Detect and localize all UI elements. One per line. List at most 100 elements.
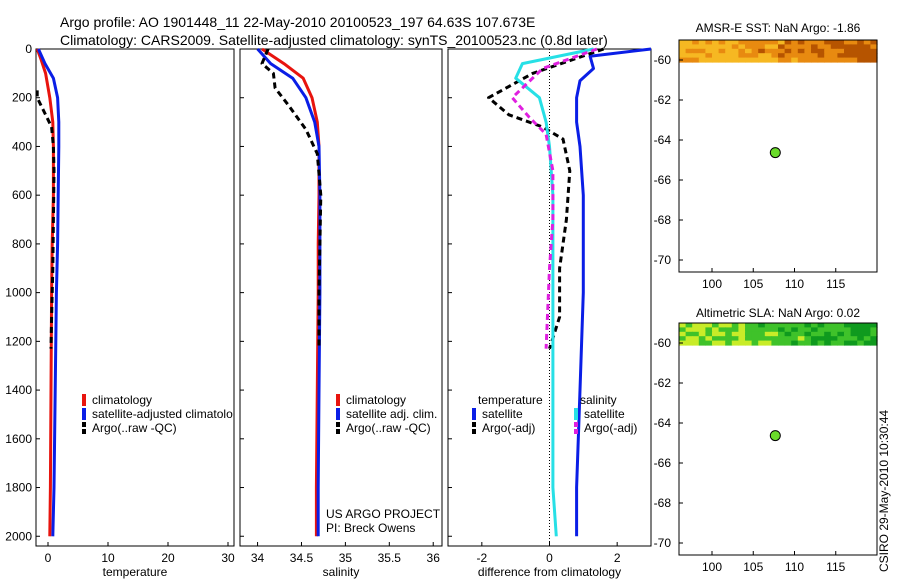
sst_map-cell (725, 44, 733, 50)
sla_map-cell (692, 331, 700, 337)
sla_map-cell (758, 323, 766, 328)
sst_map-cell (863, 44, 871, 50)
sla_map-cell (844, 323, 852, 328)
sla_map-cell (745, 327, 753, 333)
salinity-x-tick-label: 35.5 (378, 551, 402, 565)
sla_map-cell (685, 327, 693, 333)
sst_map-cell (731, 57, 739, 63)
sst_map-cell (771, 57, 779, 63)
sst_map-cell (784, 48, 792, 54)
sst_map-cell (870, 40, 878, 45)
depth-tick-label: 1600 (5, 432, 32, 446)
sla_map-cell (771, 331, 779, 337)
sst_map-cell (758, 40, 766, 45)
sla_map-cell (830, 336, 838, 342)
sla_map-cell (844, 327, 852, 333)
difference-legend-temperature-label: Argo(-adj) (482, 421, 535, 435)
sst_map-cell (817, 48, 825, 54)
sla_map-cell (712, 327, 720, 333)
sst_map-cell (797, 48, 805, 54)
sla_map-cell (764, 331, 772, 337)
sla_map-cell (712, 331, 720, 337)
sla_map-cell (758, 331, 766, 337)
sla_map-cell (784, 331, 792, 337)
sst_map-y-tick-label: -66 (654, 173, 672, 187)
sla_map-cell (784, 323, 792, 328)
sla_map-cell (778, 331, 786, 337)
sst_map-cell (705, 53, 713, 59)
sla_map-cell (685, 331, 693, 337)
sla_map-cell (764, 336, 772, 342)
sla_map-cell (738, 336, 746, 342)
sst_map-cell (751, 40, 759, 45)
temperature-plot-frame (35, 48, 235, 547)
sla_map-cell (745, 323, 753, 328)
salinity-x-tick-label: 36 (427, 551, 441, 565)
depth-tick-label: 1200 (5, 334, 32, 348)
salinity-plot-frame (239, 48, 443, 547)
temperature-legend-label: Argo(..raw -QC) (92, 421, 177, 435)
sst_map-cell (745, 53, 753, 59)
sst_map-cell (705, 40, 713, 45)
sst_map-cell (778, 48, 786, 54)
sst_map-cell (731, 40, 739, 45)
sla_map-cell (679, 323, 687, 328)
salinity-x-axis-label: salinity (323, 565, 360, 579)
sla_map-cell (738, 327, 746, 333)
sla_map-cell (824, 336, 832, 342)
sla_map-cell (758, 336, 766, 342)
sla_map-cell (679, 331, 687, 337)
sst_map-cell (791, 40, 799, 45)
sla_map-cell (857, 336, 865, 342)
sst_map-cell (731, 48, 739, 54)
sst_map-x-tick-label: 110 (785, 277, 804, 291)
sst_map-cell (705, 57, 713, 63)
sla_map-cell (870, 323, 878, 328)
sst_map-cell (824, 40, 832, 45)
sla_map-cell (738, 340, 746, 346)
sst_map-cell (751, 57, 759, 63)
plots-layer: 0 10 20 30020040060080010001200140016001800… (5, 21, 878, 579)
sst_map-cell (817, 57, 825, 63)
salinity-x-tick-label: 34 (251, 551, 265, 565)
sla_map-cell (725, 327, 733, 333)
temperature-series-satellite (37, 48, 61, 537)
sst_map-cell (811, 53, 819, 59)
sla_map-cell (824, 323, 832, 328)
difference-series-argo-salinity (510, 47, 598, 349)
sst_map-cell (725, 57, 733, 63)
sst_map-cell (837, 57, 845, 63)
sst_map-cell (725, 53, 733, 59)
project-label: US ARGO PROJECT (326, 507, 441, 521)
sst_map-cell (698, 53, 706, 59)
sst_map-cell (844, 48, 852, 54)
sst_map-cell (797, 40, 805, 45)
sst_map-argo-marker (769, 147, 781, 159)
sla_map-cell (870, 327, 878, 333)
sst_map-cell (804, 53, 812, 59)
sla_map-cell (698, 336, 706, 342)
sst_map-cell (837, 53, 845, 59)
sla_map-cell (804, 336, 812, 342)
sst_map-cell (712, 44, 720, 50)
salinity-legend-label: Argo(..raw -QC) (346, 421, 431, 435)
sst_map-cell (850, 57, 858, 63)
sst_map-cell (705, 44, 713, 50)
sst_map-cell (837, 48, 845, 54)
depth-tick-label: 1800 (5, 481, 32, 495)
sst_map-cell (698, 48, 706, 54)
sla_map-y-tick-label: -64 (654, 416, 672, 430)
sst_map-cell (791, 53, 799, 59)
sla_map-cell (837, 331, 845, 337)
sla_map-cell (725, 331, 733, 337)
depth-tick-label: 200 (12, 91, 32, 105)
sla_map-cell (692, 336, 700, 342)
sst_map-cell (712, 40, 720, 45)
sst_map-cell (863, 57, 871, 63)
sst_map-cell (791, 57, 799, 63)
sst_map-cell (698, 40, 706, 45)
sst_map-cell (830, 40, 838, 45)
sla_map-cell (685, 323, 693, 328)
sst_map-cell (850, 44, 858, 50)
sla_map-cell (718, 331, 726, 337)
